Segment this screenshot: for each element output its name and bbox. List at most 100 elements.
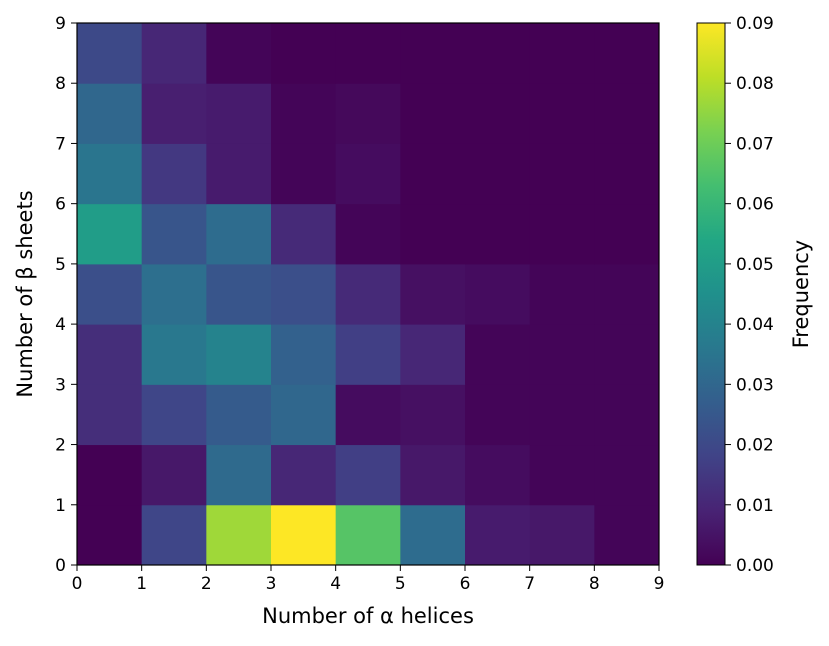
heatmap-cell — [206, 504, 272, 566]
heatmap-cell — [335, 83, 401, 144]
heatmap-cell — [206, 263, 272, 325]
colorbar-tick-label: 0.07 — [736, 134, 774, 154]
heatmap-cell — [141, 23, 207, 84]
x-axis-ticks: 0 1 2 3 4 5 6 7 8 9 — [72, 565, 665, 594]
colorbar-tick-label: 0.02 — [736, 436, 774, 456]
heatmap-cell — [77, 23, 143, 84]
y-tick-label: 4 — [55, 315, 66, 335]
heatmap-cell — [206, 444, 272, 506]
heatmap-cell — [529, 504, 595, 566]
heatmap-cell — [400, 263, 466, 325]
heatmap-cell — [465, 143, 531, 205]
colorbar-ticks: 0.00 0.01 0.02 0.03 0.04 0.05 0.06 0.07 0.08 0.09 — [725, 14, 774, 576]
heatmap-cell — [529, 384, 595, 446]
heatmap-cell — [141, 83, 207, 144]
heatmap-cell — [465, 83, 531, 144]
heatmap-cell — [141, 203, 207, 265]
heatmap-cell — [400, 143, 466, 205]
heatmap-cell — [77, 203, 143, 265]
heatmap-cell — [529, 83, 595, 144]
heatmap-cell — [271, 263, 337, 325]
heatmap-cell — [529, 444, 595, 506]
heatmap-cell — [529, 23, 595, 84]
colorbar — [696, 22, 726, 566]
heatmap-cell — [335, 143, 401, 205]
heatmap-cell — [594, 143, 660, 205]
heatmap-cell — [271, 143, 337, 205]
x-tick-label: 0 — [72, 574, 83, 594]
x-tick-label: 3 — [266, 574, 277, 594]
heatmap-cell — [594, 203, 660, 265]
colorbar-tick-label: 0.05 — [736, 255, 774, 275]
heatmap-cell — [335, 324, 401, 385]
colorbar-tick-label: 0.00 — [736, 556, 774, 576]
heatmap-cell — [271, 83, 337, 144]
heatmap-cell — [529, 143, 595, 205]
heatmap-cell — [594, 263, 660, 325]
heatmap-cell — [335, 23, 401, 84]
heatmap-cell — [77, 384, 143, 446]
heatmap-cell — [271, 504, 337, 566]
heatmap-cell — [77, 444, 143, 506]
heatmap-cell — [594, 384, 660, 446]
heatmap-cell — [465, 444, 531, 506]
heatmap-cell — [141, 143, 207, 205]
heatmap-cell — [206, 384, 272, 446]
heatmap-cell — [529, 263, 595, 325]
heatmap-cell — [335, 504, 401, 566]
heatmap-cell — [206, 83, 272, 144]
plot-frame — [76, 22, 660, 566]
colorbar-tick-label: 0.06 — [736, 195, 774, 215]
x-tick-label: 4 — [330, 574, 341, 594]
heatmap-cell — [335, 203, 401, 265]
heatmap-cell — [77, 263, 143, 325]
heatmap-cell — [465, 504, 531, 566]
heatmap-cell — [206, 324, 272, 385]
heatmap-cell — [77, 143, 143, 205]
heatmap-cell — [271, 444, 337, 506]
y-tick-label: 8 — [55, 74, 66, 94]
x-tick-label: 5 — [395, 574, 406, 594]
heatmap-cell — [529, 203, 595, 265]
heatmap-cell — [271, 324, 337, 385]
colorbar-tick-label: 0.09 — [736, 14, 774, 34]
heatmap-cell — [594, 504, 660, 566]
y-tick-label: 1 — [55, 496, 66, 516]
colorbar-tick-label: 0.08 — [736, 74, 774, 94]
x-tick-label: 9 — [654, 574, 665, 594]
heatmap-cell — [594, 23, 660, 84]
heatmap-cell — [206, 23, 272, 84]
heatmap-cell — [465, 324, 531, 385]
heatmap-cell — [335, 444, 401, 506]
heatmap-cell — [594, 83, 660, 144]
heatmap-cell — [594, 324, 660, 385]
y-tick-label: 7 — [55, 134, 66, 154]
heatmap-cell — [594, 444, 660, 506]
heatmap-cell — [77, 324, 143, 385]
heatmap-cell — [400, 83, 466, 144]
x-tick-label: 2 — [201, 574, 212, 594]
x-tick-label: 1 — [136, 574, 147, 594]
heatmap-cell — [400, 384, 466, 446]
heatmap-cell — [77, 504, 143, 566]
y-tick-label: 5 — [55, 255, 66, 275]
heatmap-cell — [400, 324, 466, 385]
y-tick-label: 9 — [55, 14, 66, 34]
heatmap-cell — [141, 263, 207, 325]
heatmap-cell — [141, 324, 207, 385]
y-tick-label: 0 — [55, 556, 66, 576]
heatmap-cell — [335, 384, 401, 446]
colorbar-tick-label: 0.01 — [736, 496, 774, 516]
x-axis-label: Number of α helices — [262, 604, 474, 628]
heatmap-cell — [335, 263, 401, 325]
colorbar-label: Frequency — [789, 240, 813, 349]
heatmap-cell — [465, 263, 531, 325]
y-axis-ticks: 0 1 2 3 4 5 6 7 8 9 — [55, 14, 77, 576]
heatmap-cell — [271, 384, 337, 446]
heatmap-cell — [465, 203, 531, 265]
heatmap-cell — [400, 23, 466, 84]
heatmap-cells — [77, 23, 660, 566]
heatmap-cell — [465, 23, 531, 84]
y-axis-label: Number of β sheets — [13, 190, 37, 397]
